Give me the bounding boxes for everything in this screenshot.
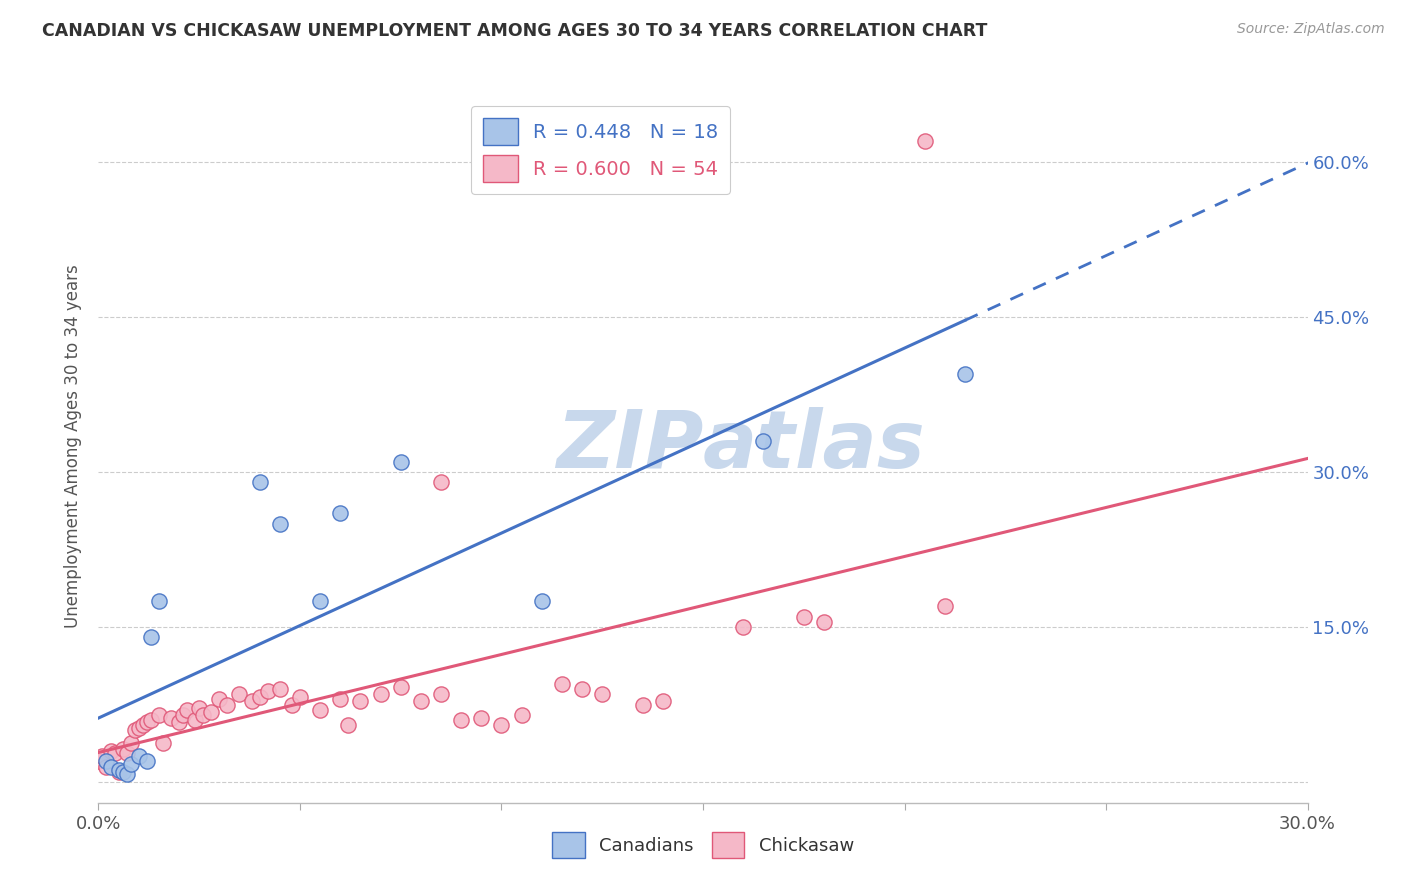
- Point: [450, 713, 472, 727]
- Point: [135, 715, 157, 730]
- Point: [733, 620, 755, 634]
- Point: [148, 707, 170, 722]
- Point: [107, 764, 129, 779]
- Point: [953, 367, 976, 381]
- Point: [100, 744, 122, 758]
- Point: [249, 690, 271, 705]
- Point: [752, 434, 775, 448]
- Text: ZIP: ZIP: [555, 407, 703, 485]
- Y-axis label: Unemployment Among Ages 30 to 34 years: Unemployment Among Ages 30 to 34 years: [65, 264, 83, 628]
- Point: [370, 687, 392, 701]
- Point: [228, 687, 250, 701]
- Point: [103, 746, 125, 760]
- Point: [111, 764, 134, 779]
- Point: [96, 759, 118, 773]
- Point: [176, 703, 198, 717]
- Point: [510, 707, 533, 722]
- Point: [139, 713, 162, 727]
- Point: [132, 718, 155, 732]
- Point: [389, 680, 412, 694]
- Point: [631, 698, 654, 712]
- Point: [309, 594, 332, 608]
- Point: [128, 749, 150, 764]
- Point: [914, 134, 936, 148]
- Point: [160, 711, 183, 725]
- Point: [91, 749, 114, 764]
- Point: [200, 705, 222, 719]
- Point: [128, 722, 150, 736]
- Point: [934, 599, 956, 614]
- Point: [135, 755, 157, 769]
- Point: [184, 713, 207, 727]
- Point: [470, 711, 492, 725]
- Point: [530, 594, 553, 608]
- Text: CANADIAN VS CHICKASAW UNEMPLOYMENT AMONG AGES 30 TO 34 YEARS CORRELATION CHART: CANADIAN VS CHICKASAW UNEMPLOYMENT AMONG…: [42, 22, 987, 40]
- Point: [430, 687, 453, 701]
- Point: [139, 630, 162, 644]
- Point: [329, 506, 352, 520]
- Point: [120, 736, 142, 750]
- Point: [269, 681, 291, 696]
- Point: [124, 723, 146, 738]
- Point: [107, 763, 129, 777]
- Point: [193, 707, 215, 722]
- Point: [111, 742, 134, 756]
- Point: [240, 694, 263, 708]
- Point: [309, 703, 332, 717]
- Text: atlas: atlas: [703, 407, 925, 485]
- Point: [188, 700, 211, 714]
- Point: [591, 687, 613, 701]
- Point: [329, 692, 352, 706]
- Point: [793, 609, 815, 624]
- Point: [571, 681, 593, 696]
- Point: [120, 756, 142, 771]
- Point: [491, 718, 513, 732]
- Point: [430, 475, 453, 490]
- Point: [217, 698, 239, 712]
- Point: [115, 767, 138, 781]
- Point: [152, 736, 174, 750]
- Point: [813, 615, 835, 629]
- Point: [87, 755, 110, 769]
- Point: [148, 594, 170, 608]
- Point: [281, 698, 304, 712]
- Point: [115, 746, 138, 760]
- Point: [349, 694, 371, 708]
- Point: [167, 715, 190, 730]
- Point: [100, 759, 122, 773]
- Point: [172, 707, 194, 722]
- Text: Source: ZipAtlas.com: Source: ZipAtlas.com: [1237, 22, 1385, 37]
- Point: [551, 677, 574, 691]
- Point: [651, 694, 673, 708]
- Point: [409, 694, 432, 708]
- Point: [208, 692, 231, 706]
- Point: [249, 475, 271, 490]
- Point: [269, 516, 291, 531]
- Point: [96, 755, 118, 769]
- Point: [389, 454, 412, 468]
- Legend: Canadians, Chickasaw: Canadians, Chickasaw: [546, 825, 860, 865]
- Point: [337, 718, 360, 732]
- Point: [288, 690, 311, 705]
- Point: [256, 684, 278, 698]
